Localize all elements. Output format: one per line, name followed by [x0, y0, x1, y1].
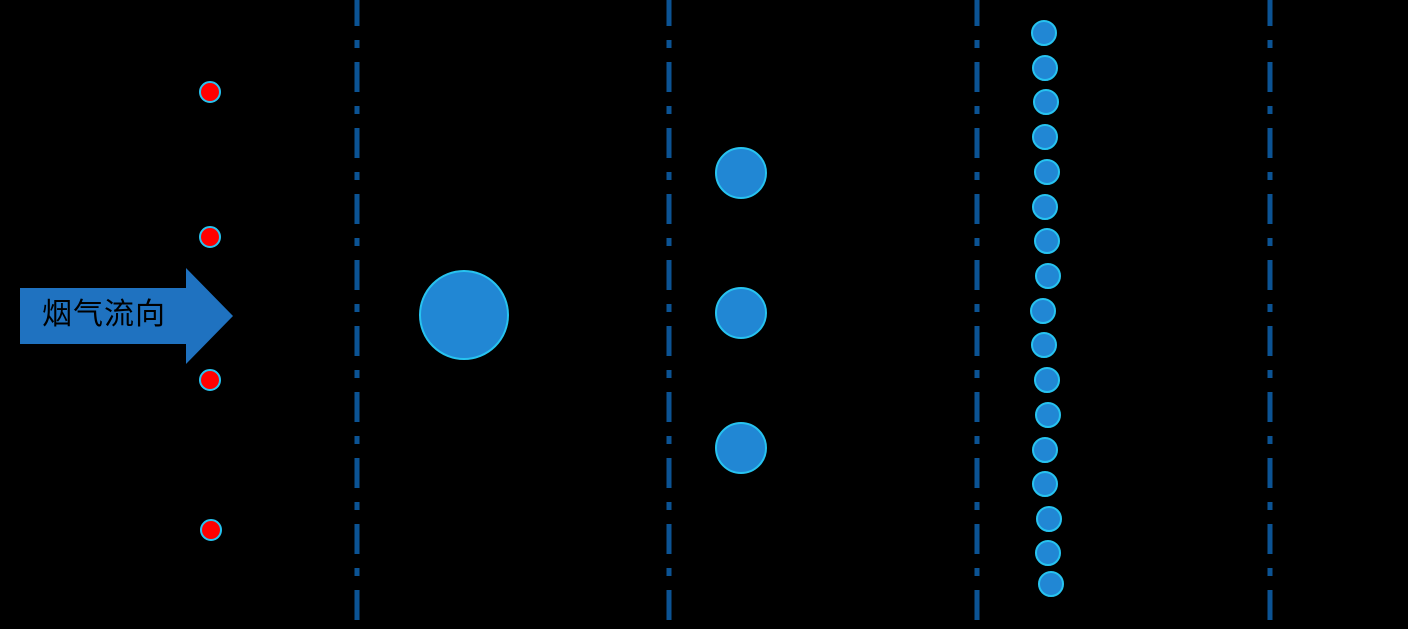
blue-droplet	[1034, 367, 1060, 393]
red-particles-layer	[199, 81, 222, 541]
blue-droplet	[1032, 55, 1058, 81]
blue-droplet	[1032, 124, 1058, 150]
blue-droplet	[1034, 228, 1060, 254]
blue-droplet	[1032, 471, 1058, 497]
red-droplet	[199, 369, 221, 391]
blue-droplet	[1035, 540, 1061, 566]
flow-direction-label: 烟气流向	[42, 298, 166, 331]
blue-droplet	[1031, 20, 1057, 46]
red-droplet	[200, 519, 222, 541]
blue-particles-layer	[419, 20, 1064, 597]
blue-droplet	[1035, 402, 1061, 428]
large-droplet-group	[419, 270, 509, 360]
medium-droplet-group	[715, 147, 767, 474]
blue-droplet	[1033, 89, 1059, 115]
blue-droplet	[1036, 506, 1062, 532]
blue-droplet	[1035, 263, 1061, 289]
blue-droplet	[1034, 159, 1060, 185]
dashed-lines-layer	[354, 0, 1273, 629]
red-droplet	[199, 226, 221, 248]
blue-droplet	[715, 287, 767, 339]
blue-droplet	[1032, 194, 1058, 220]
flow-arrow-group: 烟气流向	[20, 268, 233, 364]
blue-droplet	[1031, 332, 1057, 358]
blue-droplet	[419, 270, 509, 360]
blue-droplet	[1038, 571, 1064, 597]
blue-droplet	[715, 422, 767, 474]
red-droplet	[199, 81, 221, 103]
small-droplet-column	[1030, 20, 1064, 597]
right-arrow-icon	[20, 268, 233, 364]
blue-droplet	[1030, 298, 1056, 324]
blue-droplet	[1032, 437, 1058, 463]
blue-droplet	[715, 147, 767, 199]
